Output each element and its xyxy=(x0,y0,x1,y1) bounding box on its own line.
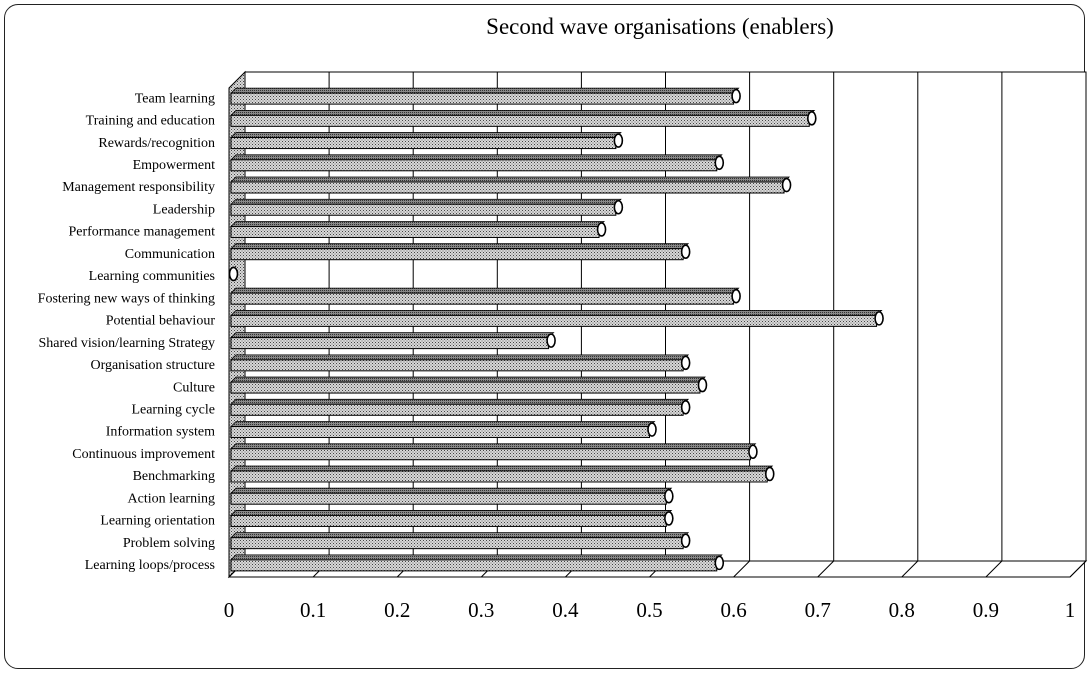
bar xyxy=(230,332,556,350)
floor-gridline xyxy=(733,560,750,578)
bars xyxy=(228,87,884,572)
floor-gridline xyxy=(1069,560,1087,578)
x-tick-label: 0 xyxy=(224,598,235,622)
bar xyxy=(230,465,775,483)
x-tick-label: 0.9 xyxy=(973,598,999,622)
bar xyxy=(230,554,725,572)
bar xyxy=(230,287,741,305)
category-label: Shared vision/learning Strategy xyxy=(38,336,215,351)
category-label: Learning communities xyxy=(89,269,215,284)
bar xyxy=(230,176,792,194)
category-label: Leadership xyxy=(153,202,215,217)
x-tick-label: 0.1 xyxy=(300,598,326,622)
x-tick-label: 0.3 xyxy=(468,598,494,622)
category-label: Culture xyxy=(173,380,215,395)
bar xyxy=(230,510,674,527)
bar xyxy=(230,198,624,216)
category-label: Learning orientation xyxy=(100,514,215,529)
category-labels: Team learning Training and education Rewar… xyxy=(38,91,216,573)
category-label: Learning loops/process xyxy=(85,558,215,573)
bar xyxy=(230,243,691,261)
category-label: Learning cycle xyxy=(131,403,215,418)
bar xyxy=(230,87,741,105)
bar xyxy=(230,154,725,172)
x-tick-label: 0.5 xyxy=(636,598,662,622)
floor-gridline xyxy=(901,560,919,578)
category-label: Rewards/recognition xyxy=(98,136,215,151)
bar xyxy=(230,398,691,416)
category-label: Team learning xyxy=(135,91,215,106)
category-label: Potential behaviour xyxy=(106,314,216,329)
category-label: Continuous improvement xyxy=(72,447,215,462)
category-label: Performance management xyxy=(68,225,215,240)
x-tick-label: 0.2 xyxy=(384,598,410,622)
bar xyxy=(230,354,691,372)
bar xyxy=(230,443,758,461)
bar xyxy=(228,265,239,282)
bar xyxy=(230,532,691,550)
bar xyxy=(230,421,657,439)
floor-gridline xyxy=(817,560,835,578)
category-label: Empowerment xyxy=(133,158,216,173)
bar xyxy=(230,109,817,127)
x-tick-label: 0.6 xyxy=(720,598,746,622)
category-label: Action learning xyxy=(128,491,215,506)
x-tick-label: 0.7 xyxy=(805,598,831,622)
bar xyxy=(230,221,607,238)
category-label: Benchmarking xyxy=(133,469,215,484)
x-tick-label: 0.4 xyxy=(552,598,579,622)
bar xyxy=(230,487,674,505)
category-label: Organisation structure xyxy=(90,358,215,373)
bar xyxy=(230,132,624,150)
category-label: Information system xyxy=(106,425,215,440)
chart-title: Second wave organisations (enablers) xyxy=(486,14,834,39)
floor-gridline xyxy=(985,560,1003,578)
category-label: Training and education xyxy=(86,114,215,129)
category-label: Communication xyxy=(125,247,215,262)
x-tick-label: 0.8 xyxy=(889,598,915,622)
x-tick-label: 1 xyxy=(1065,598,1076,622)
bar xyxy=(230,309,884,327)
category-label: Management responsibility xyxy=(62,180,215,195)
category-label: Problem solving xyxy=(123,536,215,551)
category-label: Fostering new ways of thinking xyxy=(38,291,215,306)
x-axis-ticks: 0 0.1 0.2 0.3 0.4 0.5 0.6 0.7 0.8 0.9 1 xyxy=(224,598,1076,622)
bar xyxy=(230,376,708,394)
